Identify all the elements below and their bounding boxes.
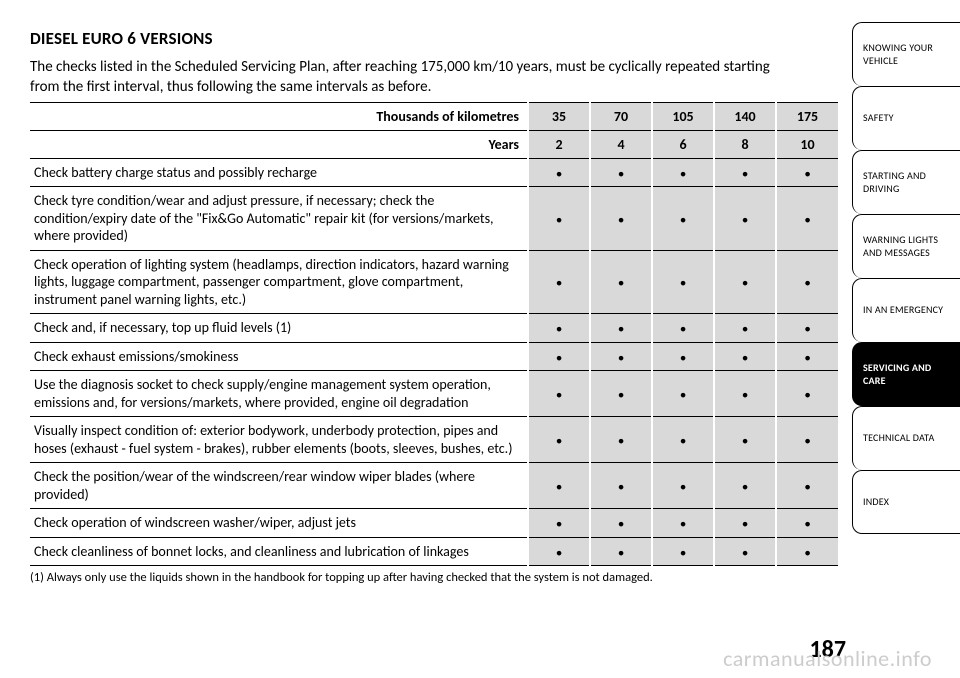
service-item-desc: Check operation of lighting system (head… (30, 250, 528, 314)
service-mark: ● (590, 417, 652, 463)
service-mark: ● (714, 187, 776, 251)
service-mark: ● (652, 187, 714, 251)
section-tab[interactable]: SAFETY (852, 86, 960, 150)
service-mark: ● (528, 314, 590, 343)
service-mark: ● (714, 417, 776, 463)
header-value: 70 (590, 102, 652, 130)
service-item-desc: Check and, if necessary, top up fluid le… (30, 314, 528, 343)
header-km-label: Thousands of kilometres (30, 102, 528, 130)
section-tab[interactable]: SERVICING AND CARE (852, 342, 960, 406)
service-mark: ● (528, 342, 590, 371)
section-tab[interactable]: INDEX (852, 470, 960, 534)
footnote: (1) Always only use the liquids shown in… (30, 570, 842, 585)
service-mark: ● (590, 314, 652, 343)
service-mark: ● (652, 342, 714, 371)
header-value: 10 (776, 130, 838, 158)
service-mark: ● (528, 417, 590, 463)
service-mark: ● (714, 314, 776, 343)
header-value: 35 (528, 102, 590, 130)
service-item-desc: Check tyre condition/wear and adjust pre… (30, 187, 528, 251)
service-mark: ● (652, 314, 714, 343)
service-mark: ● (776, 509, 838, 538)
main-content: DIESEL EURO 6 VERSIONS The checks listed… (0, 0, 852, 678)
service-mark: ● (776, 463, 838, 509)
service-item-desc: Use the diagnosis socket to check supply… (30, 371, 528, 417)
service-mark: ● (528, 158, 590, 187)
service-mark: ● (714, 250, 776, 314)
header-value: 4 (590, 130, 652, 158)
service-mark: ● (714, 509, 776, 538)
header-value: 6 (652, 130, 714, 158)
service-mark: ● (776, 187, 838, 251)
service-mark: ● (590, 158, 652, 187)
service-mark: ● (714, 342, 776, 371)
service-mark: ● (652, 158, 714, 187)
intro-text: The checks listed in the Scheduled Servi… (30, 57, 790, 98)
service-mark: ● (776, 371, 838, 417)
service-mark: ● (652, 371, 714, 417)
service-schedule-table: Thousands of kilometres3570105140175 Year… (30, 102, 838, 567)
service-mark: ● (714, 463, 776, 509)
service-mark: ● (528, 250, 590, 314)
service-mark: ● (590, 342, 652, 371)
watermark: carmanualsonline.info (723, 645, 932, 672)
section-tab[interactable]: WARNING LIGHTS AND MESSAGES (852, 214, 960, 278)
section-title: DIESEL EURO 6 VERSIONS (30, 28, 842, 49)
service-mark: ● (528, 537, 590, 566)
service-mark: ● (776, 417, 838, 463)
service-mark: ● (652, 250, 714, 314)
section-tab[interactable]: STARTING AND DRIVING (852, 150, 960, 214)
service-item-desc: Check cleanliness of bonnet locks, and c… (30, 537, 528, 566)
service-mark: ● (652, 463, 714, 509)
service-mark: ● (714, 371, 776, 417)
service-mark: ● (652, 417, 714, 463)
header-value: 2 (528, 130, 590, 158)
service-mark: ● (590, 250, 652, 314)
header-value: 105 (652, 102, 714, 130)
section-tabs: KNOWING YOUR VEHICLESAFETYSTARTING AND D… (852, 0, 960, 678)
header-value: 8 (714, 130, 776, 158)
section-tab[interactable]: TECHNICAL DATA (852, 406, 960, 470)
section-tab[interactable]: IN AN EMERGENCY (852, 278, 960, 342)
header-value: 175 (776, 102, 838, 130)
service-mark: ● (776, 314, 838, 343)
service-mark: ● (528, 463, 590, 509)
service-item-desc: Visually inspect condition of: exterior … (30, 417, 528, 463)
section-tab[interactable]: KNOWING YOUR VEHICLE (852, 22, 960, 86)
service-item-desc: Check battery charge status and possibly… (30, 158, 528, 187)
service-mark: ● (714, 158, 776, 187)
service-mark: ● (652, 537, 714, 566)
service-mark: ● (590, 371, 652, 417)
service-mark: ● (528, 371, 590, 417)
service-item-desc: Check exhaust emissions/smokiness (30, 342, 528, 371)
header-years-label: Years (30, 130, 528, 158)
service-mark: ● (528, 187, 590, 251)
service-mark: ● (590, 537, 652, 566)
service-item-desc: Check operation of windscreen washer/wip… (30, 509, 528, 538)
service-mark: ● (590, 187, 652, 251)
service-mark: ● (528, 509, 590, 538)
service-mark: ● (714, 537, 776, 566)
service-mark: ● (652, 509, 714, 538)
service-mark: ● (590, 463, 652, 509)
service-item-desc: Check the position/wear of the windscree… (30, 463, 528, 509)
service-mark: ● (776, 158, 838, 187)
service-mark: ● (776, 537, 838, 566)
service-mark: ● (776, 250, 838, 314)
service-mark: ● (590, 509, 652, 538)
service-mark: ● (776, 342, 838, 371)
header-value: 140 (714, 102, 776, 130)
